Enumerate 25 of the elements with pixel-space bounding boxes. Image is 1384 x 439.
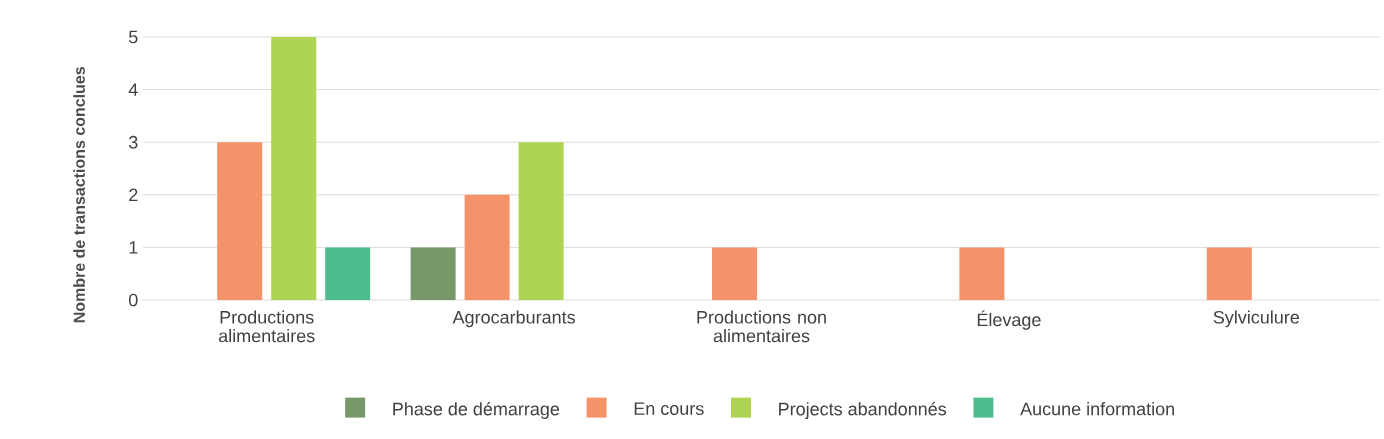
x-tick-label: Élevage [977,310,1041,330]
bar [464,194,510,300]
bar [1206,247,1252,300]
legend-label: Projects abandonnés [779,401,947,419]
bar [410,247,456,300]
y-tick-label: 0 [128,293,138,307]
y-axis-title: Nombre de transactions conclues [73,67,85,323]
y-tick-label: 1 [129,241,138,254]
bar [217,142,263,300]
bar [518,142,564,300]
bar [271,37,317,300]
legend-label: Phase de démarrage [393,401,560,419]
x-tick-label: Sylviculure [1213,310,1300,328]
y-tick-label: 4 [128,83,138,96]
legend-label: En cours [634,402,704,415]
y-tick-label: 3 [128,135,138,149]
bar [712,247,758,300]
x-tick-label: Productions non alimentaires [697,310,826,343]
y-tick-label: 5 [128,30,138,44]
legend-label: Aucune information [1020,402,1174,416]
bar [325,247,371,300]
y-tick-label: 2 [129,188,138,202]
x-tick-label: Productions alimentaires [218,310,315,343]
bar [959,247,1005,300]
x-tick-label: Agrocarburants [452,310,575,328]
